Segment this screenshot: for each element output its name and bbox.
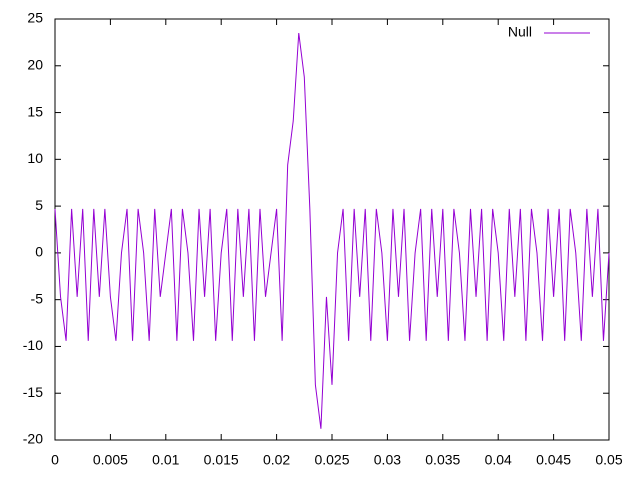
y-tick-label: 5 xyxy=(35,197,43,213)
x-tick-label: 0.05 xyxy=(595,452,622,468)
x-tick-label: 0.03 xyxy=(374,452,401,468)
x-tick-label: 0.005 xyxy=(93,452,128,468)
x-tick-label: 0.045 xyxy=(536,452,571,468)
x-tick-label: 0.035 xyxy=(425,452,460,468)
x-tick-label: 0.015 xyxy=(204,452,239,468)
x-tick-label: 0 xyxy=(51,452,59,468)
y-tick-label: -5 xyxy=(31,290,44,306)
y-tick-label: 10 xyxy=(27,150,43,166)
y-tick-label: 0 xyxy=(35,244,43,260)
data-line xyxy=(54,32,610,429)
x-tick-label: 0.01 xyxy=(152,452,179,468)
y-tick-label: -15 xyxy=(23,384,43,400)
x-tick-label: 0.02 xyxy=(263,452,290,468)
y-tick-label: 25 xyxy=(27,10,43,26)
x-tick-label: 0.025 xyxy=(314,452,349,468)
y-tick-label: -20 xyxy=(23,431,43,447)
legend-label: Null xyxy=(508,24,532,40)
y-tick-label: 20 xyxy=(27,56,43,72)
y-tick-label: 15 xyxy=(27,103,43,119)
y-tick-label: -10 xyxy=(23,337,43,353)
x-tick-label: 0.04 xyxy=(485,452,512,468)
